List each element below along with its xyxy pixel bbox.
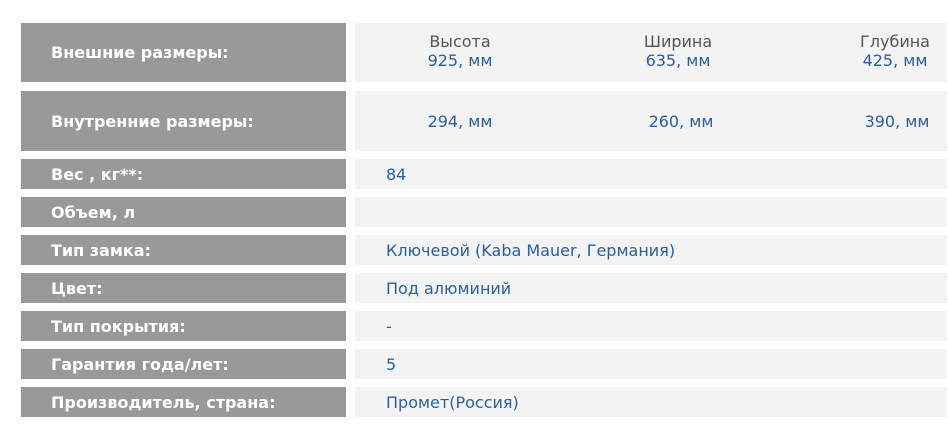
col-value: 925, мм	[427, 51, 493, 70]
height-col: Высота 925, мм	[415, 32, 505, 70]
row-label: Тип замка:	[21, 235, 346, 265]
row-label: Цвет:	[21, 273, 346, 303]
row-value: 84	[355, 159, 947, 189]
spec-row: Вес , кг**: 84	[21, 159, 947, 189]
depth-col: Глубина 425, мм	[850, 32, 940, 70]
width-value: 260, мм	[648, 112, 714, 131]
row-label: Производитель, страна:	[21, 387, 346, 417]
row-label: Внутренние размеры:	[21, 91, 346, 151]
spec-row: Объем, л	[21, 197, 947, 227]
row-value: Промет(Россия)	[355, 387, 947, 417]
row-label: Вес , кг**:	[21, 159, 346, 189]
row-value: Ключевой (Kaba Mauer, Германия)	[355, 235, 947, 265]
spec-row: Тип замка: Ключевой (Kaba Mauer, Германия…	[21, 235, 947, 265]
spec-row: Гарантия года/лет: 5	[21, 349, 947, 379]
internal-dimensions-row: Внутренние размеры: 294, мм 260, мм 390,…	[21, 91, 947, 151]
spec-row: Тип покрытия: -	[21, 311, 947, 341]
col-header: Ширина	[643, 32, 713, 51]
external-dimensions-row: Внешние размеры: Высота 925, мм Ширина 635…	[21, 23, 947, 82]
col-header: Глубина	[860, 32, 930, 51]
col-header: Высота	[429, 32, 491, 51]
col-value: 635, мм	[645, 51, 711, 70]
row-label: Объем, л	[21, 197, 346, 227]
row-value: 5	[355, 349, 947, 379]
dimensions: Высота 925, мм Ширина 635, мм Глубина 425, …	[355, 23, 947, 82]
row-label: Тип покрытия:	[21, 311, 346, 341]
row-value: Под алюминий	[355, 273, 947, 303]
depth-value: 390, мм	[864, 112, 930, 131]
row-label: Внешние размеры:	[21, 23, 346, 82]
height-value: 294, мм	[427, 112, 493, 131]
col-value: 425, мм	[862, 51, 928, 70]
spec-row: Цвет: Под алюминий	[21, 273, 947, 303]
spec-row: Производитель, страна: Промет(Россия)	[21, 387, 947, 417]
row-label: Гарантия года/лет:	[21, 349, 346, 379]
dimensions: 294, мм 260, мм 390, мм	[355, 91, 947, 151]
width-col: Ширина 635, мм	[633, 32, 723, 70]
row-value	[355, 197, 947, 227]
row-value: -	[355, 311, 947, 341]
